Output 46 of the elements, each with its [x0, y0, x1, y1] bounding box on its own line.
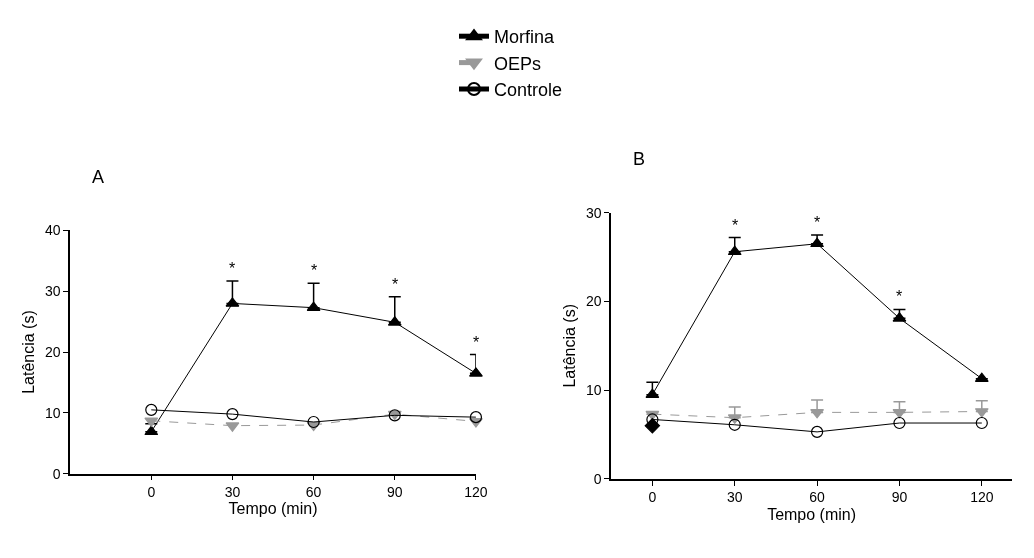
annotation: *: [473, 334, 480, 351]
y-axis-title: Latência (s): [561, 304, 579, 388]
chart-title: A: [92, 167, 105, 187]
annotation: *: [814, 214, 821, 231]
chart-title: B: [633, 149, 646, 169]
x-axis-title: Tempo (min): [228, 500, 318, 518]
point: [145, 403, 158, 416]
annotation: *: [311, 262, 318, 279]
point: [810, 425, 824, 438]
y-tick-label: 0: [593, 470, 602, 487]
y-tick-label: 20: [44, 343, 61, 360]
point: [727, 245, 742, 256]
x-tick-label: 60: [305, 484, 322, 501]
y-tick-label: 30: [44, 283, 61, 300]
x-tick-label: 120: [464, 484, 488, 501]
x-tick-label: 30: [224, 484, 241, 501]
legend-label: OEPs: [494, 53, 542, 74]
x-tick-label: 90: [891, 489, 908, 506]
point: [226, 408, 239, 421]
annotation: *: [896, 288, 903, 305]
x-tick-label: 0: [648, 489, 657, 506]
point: [307, 415, 320, 429]
y-tick-label: 40: [44, 222, 61, 239]
x-tick-label: 30: [726, 489, 743, 506]
point: [975, 416, 988, 430]
annotation: *: [732, 217, 739, 234]
x-tick-label: 90: [386, 484, 403, 501]
point: [728, 418, 741, 431]
x-tick-label: 60: [809, 489, 826, 506]
legend-label: Morfina: [494, 27, 556, 48]
annotation: *: [392, 276, 399, 293]
y-tick-label: 30: [586, 204, 602, 221]
legend-label: Controle: [494, 80, 563, 101]
y-tick-label: 10: [44, 404, 61, 421]
point: [469, 411, 483, 424]
y-tick-label: 20: [586, 293, 602, 310]
point: [644, 417, 661, 434]
y-axis-title: Latência (s): [20, 310, 38, 394]
point: [306, 301, 321, 312]
x-tick-label: 0: [147, 484, 156, 501]
y-tick-label: 10: [586, 382, 602, 399]
y-tick-label: 0: [52, 465, 61, 482]
point: [893, 416, 906, 430]
x-tick-label: 120: [970, 489, 994, 506]
annotation: *: [229, 260, 236, 277]
x-axis-title: Tempo (min): [767, 505, 857, 523]
